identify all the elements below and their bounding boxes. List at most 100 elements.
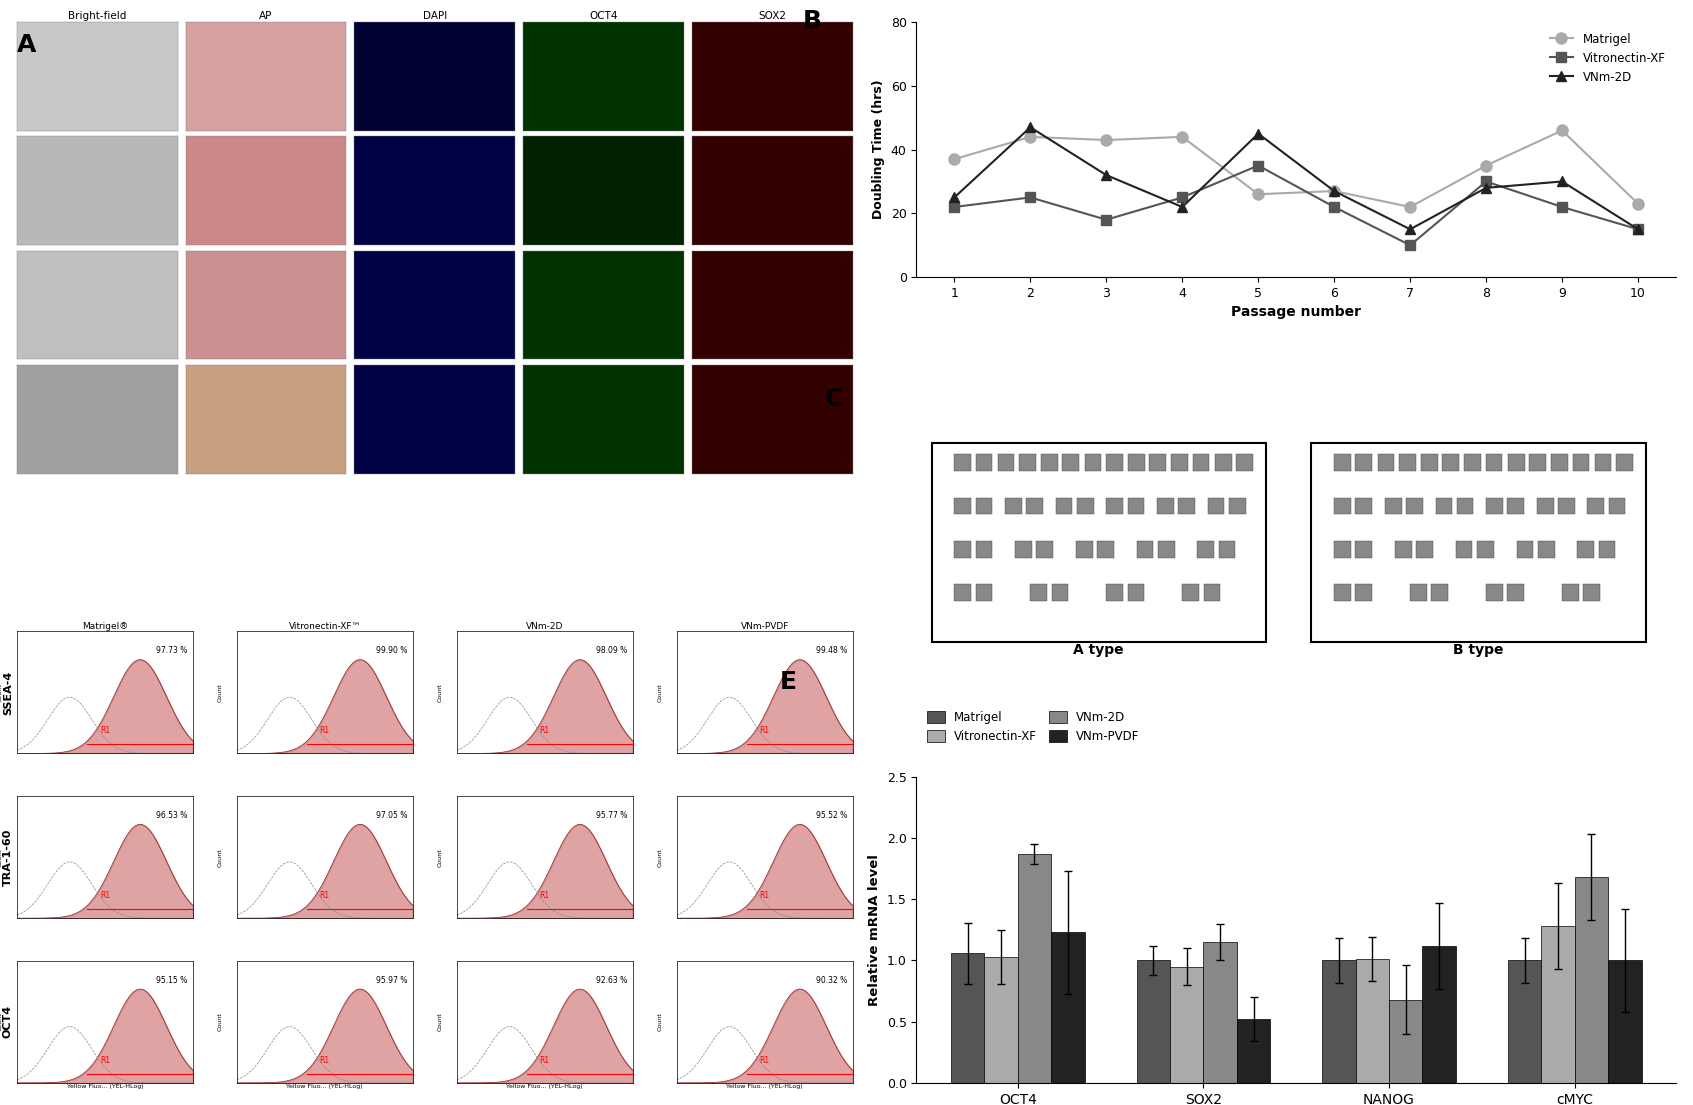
- Title: VNm-2D: VNm-2D: [527, 622, 564, 631]
- Text: E: E: [780, 670, 797, 694]
- Text: R1: R1: [760, 726, 770, 735]
- Text: B type: B type: [1453, 643, 1503, 657]
- Legend: Matrigel, Vitronectin-XF, VNm-2D, VNm-PVDF: Matrigel, Vitronectin-XF, VNm-2D, VNm-PV…: [923, 706, 1144, 748]
- Bar: [1598, 541, 1615, 558]
- Text: Count: Count: [0, 848, 3, 866]
- Title: VNm-PVDF: VNm-PVDF: [740, 622, 789, 631]
- Bar: [1388, 1000, 1422, 1083]
- Vitronectin-XF: [1172, 191, 1192, 204]
- Text: 99.90 %: 99.90 %: [376, 646, 408, 655]
- Matrigel: [945, 152, 965, 166]
- Bar: [1508, 960, 1541, 1083]
- Text: 99.48 %: 99.48 %: [816, 646, 846, 655]
- X-axis label: Yellow Fluo... (YEL-HLog): Yellow Fluo... (YEL-HLog): [286, 1084, 362, 1090]
- Matrigel: [1629, 197, 1649, 210]
- Bar: [1334, 541, 1351, 558]
- Text: Count: Count: [657, 683, 662, 702]
- Bar: [1378, 454, 1395, 471]
- Vitronectin-XF: [1552, 200, 1573, 213]
- Bar: [1595, 454, 1612, 471]
- Bar: [1077, 497, 1094, 514]
- Text: Count: Count: [218, 683, 223, 702]
- Legend: Matrigel, Vitronectin-XF, VNm-2D: Matrigel, Vitronectin-XF, VNm-2D: [1544, 28, 1671, 88]
- Text: A type: A type: [1073, 643, 1124, 657]
- Bar: [1608, 497, 1625, 514]
- Bar: [1192, 454, 1209, 471]
- Bar: [1456, 541, 1473, 558]
- Bar: [951, 954, 984, 1083]
- FancyBboxPatch shape: [931, 443, 1266, 642]
- Bar: [1238, 1019, 1270, 1083]
- Vitronectin-XF: [1400, 239, 1420, 252]
- Text: 95.97 %: 95.97 %: [376, 976, 408, 985]
- Bar: [1063, 454, 1078, 471]
- Matrigel: [1324, 185, 1344, 198]
- Bar: [1537, 497, 1554, 514]
- Text: B: B: [802, 9, 821, 33]
- Y-axis label: TRA-1-60: TRA-1-60: [3, 829, 14, 886]
- VNm-2D: [1248, 127, 1268, 140]
- Bar: [1031, 585, 1046, 601]
- Text: R1: R1: [320, 726, 330, 735]
- Title: Bright-field: Bright-field: [68, 11, 127, 21]
- Bar: [1128, 454, 1144, 471]
- VNm-2D: [1552, 175, 1573, 188]
- Line: VNm-2D: VNm-2D: [950, 123, 1642, 234]
- Bar: [1334, 497, 1351, 514]
- Y-axis label: Relative mRNA level: Relative mRNA level: [869, 854, 880, 1006]
- Text: Count: Count: [438, 848, 442, 866]
- Bar: [1588, 497, 1605, 514]
- Y-axis label: SSEA-4: SSEA-4: [3, 671, 14, 715]
- Bar: [1036, 541, 1053, 558]
- Bar: [1136, 541, 1153, 558]
- VNm-2D: [1400, 223, 1420, 236]
- Bar: [1156, 497, 1173, 514]
- Text: R1: R1: [320, 891, 330, 899]
- Text: R1: R1: [100, 726, 110, 735]
- Bar: [997, 454, 1014, 471]
- Bar: [1551, 454, 1568, 471]
- Bar: [1077, 541, 1092, 558]
- Bar: [975, 585, 992, 601]
- Text: R1: R1: [100, 1055, 110, 1064]
- Bar: [1172, 454, 1188, 471]
- Bar: [1041, 454, 1058, 471]
- Vitronectin-XF: [1476, 175, 1497, 188]
- Text: 97.73 %: 97.73 %: [156, 646, 188, 655]
- Text: R1: R1: [760, 1055, 770, 1064]
- Bar: [1182, 585, 1199, 601]
- Bar: [1170, 967, 1204, 1083]
- Bar: [1051, 585, 1068, 601]
- Vitronectin-XF: [1248, 159, 1268, 172]
- Bar: [1574, 877, 1608, 1083]
- Text: Count: Count: [438, 683, 442, 702]
- Bar: [1508, 454, 1525, 471]
- Text: R1: R1: [540, 891, 550, 899]
- Text: 95.52 %: 95.52 %: [816, 811, 846, 820]
- Bar: [1356, 541, 1373, 558]
- Bar: [1563, 585, 1580, 601]
- Bar: [1356, 585, 1373, 601]
- Bar: [1334, 585, 1351, 601]
- Bar: [1128, 497, 1144, 514]
- Bar: [1356, 454, 1373, 471]
- Bar: [1106, 497, 1122, 514]
- VNm-2D: [1172, 200, 1192, 213]
- Bar: [1017, 854, 1051, 1083]
- Text: 98.09 %: 98.09 %: [596, 646, 628, 655]
- Vitronectin-XF: [1095, 213, 1116, 227]
- Text: Count: Count: [657, 1012, 662, 1031]
- Bar: [1486, 497, 1503, 514]
- Bar: [1197, 541, 1214, 558]
- Bar: [1615, 454, 1632, 471]
- Bar: [955, 541, 972, 558]
- Bar: [1236, 454, 1253, 471]
- Bar: [1395, 541, 1412, 558]
- Bar: [1486, 585, 1503, 601]
- Line: Matrigel: Matrigel: [948, 125, 1644, 212]
- Title: Matrigel®: Matrigel®: [81, 622, 129, 631]
- Bar: [1573, 454, 1590, 471]
- Bar: [1128, 585, 1144, 601]
- Text: 96.53 %: 96.53 %: [156, 811, 188, 820]
- Bar: [1085, 454, 1102, 471]
